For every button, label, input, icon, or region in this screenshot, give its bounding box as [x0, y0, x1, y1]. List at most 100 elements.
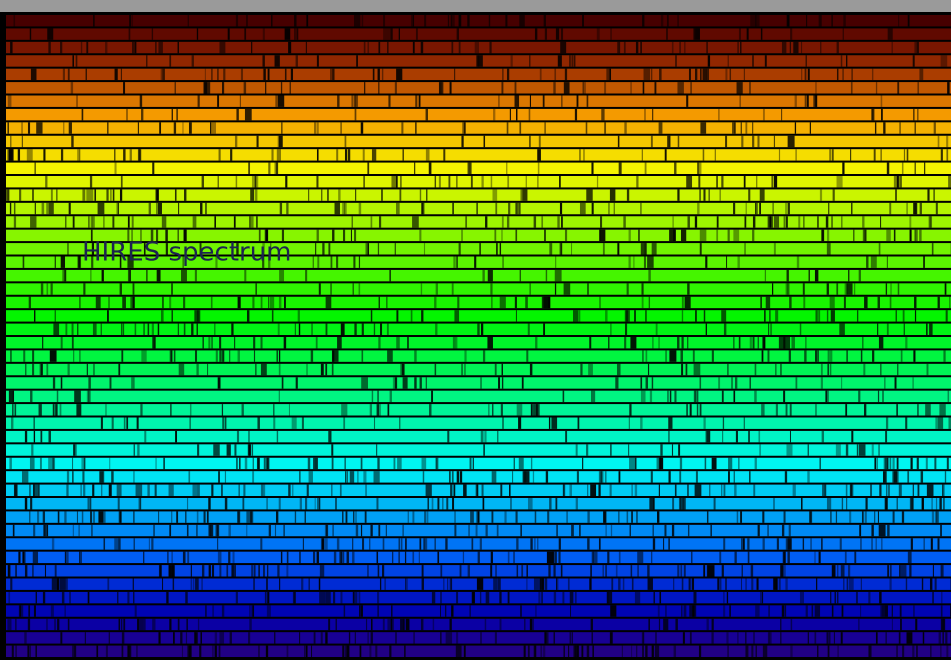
absorption-line — [610, 28, 611, 39]
absorption-line — [565, 69, 567, 80]
absorption-line — [751, 565, 753, 576]
spectrum-row — [6, 565, 951, 576]
absorption-line — [887, 458, 888, 469]
absorption-line — [872, 350, 874, 361]
absorption-line — [72, 458, 73, 469]
absorption-line — [90, 176, 92, 187]
absorption-line — [83, 485, 85, 496]
absorption-line — [461, 364, 463, 375]
absorption-line — [555, 270, 562, 281]
spectrum-row — [6, 28, 951, 39]
absorption-line — [128, 216, 130, 227]
absorption-line — [848, 270, 849, 281]
absorption-line — [735, 377, 737, 388]
spectrum-row — [6, 646, 951, 657]
absorption-line — [205, 203, 206, 214]
absorption-line — [53, 377, 55, 388]
absorption-line — [934, 458, 936, 469]
absorption-line — [8, 189, 10, 200]
absorption-line — [357, 471, 358, 482]
absorption-line — [311, 350, 313, 361]
absorption-line — [709, 189, 710, 200]
absorption-line — [350, 471, 354, 482]
absorption-line — [308, 189, 309, 200]
absorption-line — [23, 350, 25, 361]
absorption-line — [935, 511, 936, 522]
absorption-line — [452, 471, 454, 482]
absorption-line — [252, 605, 254, 616]
absorption-line — [412, 216, 419, 227]
absorption-line — [556, 579, 558, 590]
absorption-line — [847, 579, 848, 590]
absorption-line — [529, 136, 531, 147]
absorption-line — [495, 364, 497, 375]
absorption-line — [704, 310, 705, 321]
absorption-line — [134, 297, 135, 308]
absorption-line — [171, 552, 172, 563]
absorption-line — [728, 458, 732, 469]
spectrum-row — [6, 458, 951, 469]
absorption-line — [547, 511, 549, 522]
absorption-line — [30, 458, 35, 469]
absorption-line — [400, 619, 404, 630]
absorption-line — [207, 511, 209, 522]
absorption-line — [651, 552, 652, 563]
absorption-line — [837, 565, 838, 576]
absorption-line — [828, 646, 830, 657]
absorption-line — [261, 297, 263, 308]
absorption-line — [399, 538, 400, 549]
absorption-line — [619, 163, 622, 174]
absorption-line — [69, 122, 72, 133]
absorption-line — [399, 28, 400, 39]
absorption-line — [760, 592, 762, 603]
absorption-line — [462, 122, 466, 133]
absorption-line — [9, 391, 14, 402]
absorption-line — [615, 377, 618, 388]
absorption-line — [515, 297, 517, 308]
absorption-line — [530, 364, 532, 375]
absorption-line — [477, 579, 483, 590]
absorption-line — [817, 646, 818, 657]
absorption-line — [611, 579, 613, 590]
absorption-line — [274, 632, 275, 643]
absorption-line — [617, 364, 621, 375]
absorption-line — [786, 216, 788, 227]
absorption-line — [278, 324, 280, 335]
absorption-line — [83, 283, 84, 294]
absorption-line — [517, 565, 518, 576]
absorption-line — [361, 122, 363, 133]
absorption-line — [77, 324, 78, 335]
absorption-line — [769, 310, 770, 321]
absorption-line — [456, 592, 458, 603]
absorption-line — [773, 498, 775, 509]
absorption-line — [878, 297, 880, 308]
absorption-line — [426, 485, 432, 496]
absorption-line — [940, 646, 941, 657]
absorption-line — [789, 350, 791, 361]
absorption-line — [396, 176, 397, 187]
absorption-line — [734, 552, 736, 563]
absorption-line — [780, 565, 783, 576]
absorption-line — [667, 391, 668, 402]
absorption-line — [296, 28, 298, 39]
absorption-line — [133, 283, 135, 294]
absorption-line — [744, 243, 746, 254]
absorption-line — [935, 579, 937, 590]
spectrum-row — [6, 364, 951, 375]
absorption-line — [722, 391, 724, 402]
spectrum-row — [6, 149, 951, 160]
absorption-line — [35, 646, 36, 657]
absorption-line — [453, 257, 455, 268]
absorption-line — [279, 364, 281, 375]
absorption-line — [642, 149, 643, 160]
absorption-line — [892, 605, 893, 616]
absorption-line — [763, 538, 765, 549]
absorption-line — [808, 69, 810, 80]
absorption-line — [465, 216, 467, 227]
absorption-line — [879, 243, 881, 254]
absorption-line — [392, 552, 393, 563]
absorption-line — [455, 337, 457, 348]
absorption-line — [408, 511, 409, 522]
absorption-line — [414, 377, 416, 388]
absorption-line — [94, 189, 96, 200]
